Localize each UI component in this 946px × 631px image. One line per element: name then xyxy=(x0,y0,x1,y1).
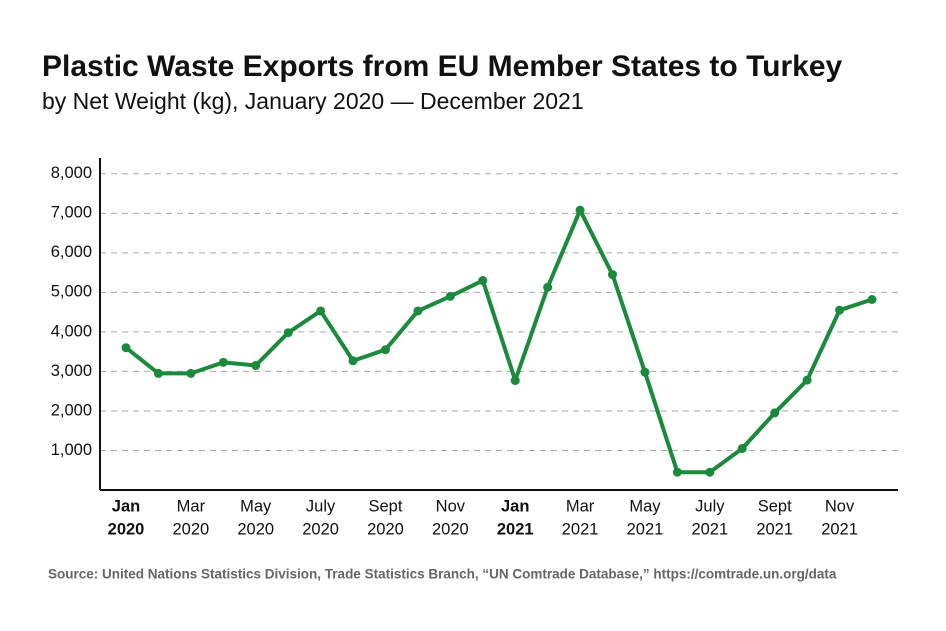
y-tick-label: 8,000 xyxy=(51,164,92,182)
x-tick-label: May 2021 xyxy=(627,497,664,538)
data-point xyxy=(380,345,390,355)
x-tick-label: Sept 2021 xyxy=(756,497,793,538)
data-point xyxy=(672,467,682,477)
data-point xyxy=(835,305,845,315)
data-point xyxy=(575,205,585,215)
x-tick-label-line: 2021 xyxy=(562,520,599,538)
y-tick-label: 5,000 xyxy=(51,283,92,301)
x-tick-label-line: Sept xyxy=(369,497,403,515)
data-point xyxy=(705,467,715,477)
data-point xyxy=(445,291,455,301)
x-tick-label-line: 2020 xyxy=(108,520,145,538)
x-tick-label-line: Mar xyxy=(177,497,206,515)
data-point xyxy=(478,276,488,286)
x-tick-label-line: July xyxy=(306,497,336,515)
data-point xyxy=(218,357,228,367)
x-tick-label-line: 2020 xyxy=(237,520,274,538)
data-point xyxy=(867,294,877,304)
x-tick-label: Nov 2020 xyxy=(432,497,469,538)
x-tick-label: Mar 2020 xyxy=(173,497,210,538)
x-tick-label: Jan 2021 xyxy=(497,497,534,538)
data-point xyxy=(186,368,196,378)
x-tick-label-line: 2021 xyxy=(756,520,793,538)
x-tick-label: May 2020 xyxy=(237,497,274,538)
data-point xyxy=(121,343,131,353)
x-tick-label: July 2020 xyxy=(302,497,339,538)
data-point xyxy=(510,376,520,386)
data-point xyxy=(348,356,358,366)
x-tick-label-line: May xyxy=(629,497,661,515)
x-tick-label-line: 2020 xyxy=(432,520,469,538)
x-tick-label-line: 2021 xyxy=(821,520,858,538)
x-tick-label-line: 2020 xyxy=(173,520,210,538)
x-tick-label-line: Jan xyxy=(501,497,529,515)
x-tick-label-line: 2021 xyxy=(497,520,534,538)
data-point xyxy=(543,282,553,292)
data-point xyxy=(283,328,293,338)
x-tick-label: Mar 2021 xyxy=(562,497,599,538)
y-tick-label: 4,000 xyxy=(51,322,92,340)
x-tick-label-line: Mar xyxy=(566,497,595,515)
data-point xyxy=(251,361,261,370)
y-tick-label: 3,000 xyxy=(51,362,92,380)
x-tick-label: July 2021 xyxy=(691,497,728,538)
x-tick-label: Sept 2020 xyxy=(367,497,404,538)
data-point xyxy=(737,444,747,453)
data-point xyxy=(413,306,423,316)
data-point xyxy=(640,367,650,377)
x-tick-label-line: 2020 xyxy=(302,520,339,538)
x-tick-label-line: Sept xyxy=(758,497,792,515)
x-tick-label-line: Jan xyxy=(112,497,140,515)
source-note: Source: United Nations Statistics Divisi… xyxy=(48,567,837,582)
data-point xyxy=(316,306,326,316)
chart-title: Plastic Waste Exports from EU Member Sta… xyxy=(42,50,843,83)
x-tick-label-line: 2021 xyxy=(691,520,728,538)
x-tick-label-line: 2021 xyxy=(627,520,664,538)
x-tick-label-line: Nov xyxy=(825,497,855,515)
chart-subtitle: by Net Weight (kg), January 2020 — Decem… xyxy=(42,88,584,114)
data-point xyxy=(153,368,163,378)
data-point xyxy=(802,375,812,385)
y-tick-label: 1,000 xyxy=(51,441,92,459)
x-tick-label-line: May xyxy=(240,497,272,515)
x-tick-label: Jan 2020 xyxy=(108,497,145,538)
y-tick-label: 6,000 xyxy=(51,243,92,261)
data-point xyxy=(608,270,618,280)
x-tick-label: Nov 2021 xyxy=(821,497,858,538)
x-tick-label-line: Nov xyxy=(436,497,466,515)
y-tick-label: 7,000 xyxy=(51,204,92,222)
data-point xyxy=(770,408,780,418)
x-tick-label-line: July xyxy=(695,497,725,515)
x-tick-label-line: 2020 xyxy=(367,520,404,538)
y-tick-label: 2,000 xyxy=(51,401,92,419)
data-line xyxy=(124,208,873,475)
